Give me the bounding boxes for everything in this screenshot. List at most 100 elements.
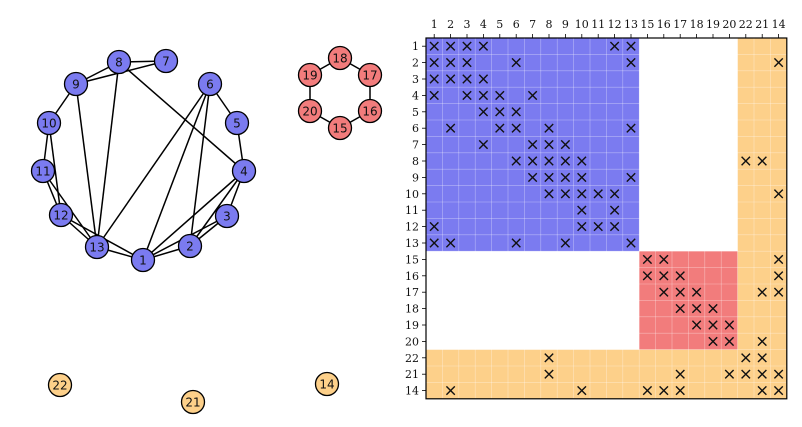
matrix-frame (425, 37, 788, 400)
node-label: 8 (115, 55, 123, 69)
node-circle (297, 62, 323, 88)
matrix-mark (445, 41, 456, 51)
row-label: 14 (405, 385, 419, 398)
column-label: 10 (575, 18, 589, 31)
node-label: 20 (302, 104, 317, 118)
node-circle (30, 158, 56, 184)
node-label: 5 (233, 116, 241, 130)
node-label: 18 (332, 51, 347, 65)
node-circle (106, 49, 132, 75)
matrix-mark (757, 369, 767, 379)
column-label: 8 (546, 18, 553, 31)
node-label: 21 (185, 395, 200, 409)
matrix-mark (445, 238, 456, 248)
node-circle (327, 115, 353, 141)
matrix-mark (462, 90, 472, 101)
node-4: 4 (231, 158, 257, 184)
node-circle (36, 110, 62, 136)
edge-2-6 (189, 83, 211, 247)
matrix-mark (478, 41, 489, 51)
node-8: 8 (106, 49, 132, 75)
row-label: 6 (412, 122, 419, 135)
node-label: 7 (162, 54, 170, 68)
node-circle (314, 371, 340, 397)
column-label: 21 (755, 18, 769, 31)
block-community_3-column-band (737, 38, 787, 399)
matrix-mark (511, 238, 521, 248)
node-circle (357, 62, 383, 88)
node-circle (297, 98, 323, 124)
matrix-mark (560, 139, 571, 150)
matrix-mark (593, 221, 603, 232)
column-label: 1 (431, 18, 438, 31)
matrix-mark (445, 57, 456, 68)
row-label: 3 (412, 73, 419, 86)
node-5: 5 (224, 110, 250, 136)
column-label: 18 (690, 18, 704, 31)
node-21: 21 (180, 389, 206, 415)
matrix-mark (544, 172, 554, 183)
node-circle (231, 158, 257, 184)
node-label: 13 (89, 240, 104, 254)
node-18: 18 (327, 45, 353, 71)
matrix-mark (642, 254, 653, 265)
matrix-mark (478, 107, 489, 117)
matrix-mark (544, 353, 554, 363)
row-label: 22 (405, 352, 419, 365)
matrix-mark (429, 221, 439, 232)
matrix-mark (527, 90, 538, 101)
matrix-mark (773, 385, 784, 396)
matrix-mark (659, 287, 669, 297)
column-label: 22 (739, 18, 753, 31)
edge-1-6 (142, 83, 211, 261)
matrix-mark (773, 254, 784, 265)
column-label: 4 (480, 18, 487, 31)
matrix-mark (445, 123, 456, 133)
matrix-mark (462, 41, 472, 51)
row-label: 12 (405, 221, 419, 234)
row-label: 5 (412, 106, 419, 119)
matrix-mark (708, 303, 718, 314)
matrix-mark (445, 74, 456, 84)
matrix-mark (511, 57, 521, 68)
row-label: 16 (405, 270, 419, 283)
row-label: 1 (412, 40, 419, 53)
matrix-mark (544, 369, 554, 379)
row-label: 21 (405, 368, 419, 381)
matrix-mark (429, 90, 439, 101)
row-label: 19 (405, 319, 419, 332)
matrix-mark (577, 221, 587, 232)
node-label: 3 (223, 209, 231, 223)
matrix-mark (527, 139, 538, 150)
column-label: 5 (496, 18, 503, 31)
matrix-mark (544, 189, 554, 199)
column-label: 12 (608, 18, 622, 31)
adjacency-matrix: 1 2 3 4 5 6 7 8 9 10 11 12 13 15 16 17 18 19 20 22 21 1412345… (405, 18, 788, 400)
matrix-mark (527, 156, 538, 166)
matrix-mark (577, 205, 587, 215)
row-label: 7 (412, 139, 419, 152)
matrix-mark (675, 303, 685, 314)
matrix-mark (560, 238, 571, 248)
matrix-mark (511, 123, 521, 133)
matrix-mark (724, 336, 735, 347)
matrix-mark (675, 287, 685, 297)
matrix-mark (724, 320, 735, 330)
matrix-mark (642, 385, 653, 396)
node-label: 11 (35, 164, 50, 178)
row-label: 18 (405, 303, 419, 316)
column-label: 9 (562, 18, 569, 31)
node-circle (63, 71, 89, 97)
node-label: 16 (362, 104, 377, 118)
node-circle (224, 110, 250, 136)
matrix-mark (773, 369, 784, 379)
node-circle (177, 233, 203, 259)
node-circle (197, 71, 223, 97)
matrix-mark (757, 287, 767, 297)
node-9: 9 (63, 71, 89, 97)
column-label: 2 (447, 18, 454, 31)
matrix-mark (544, 123, 554, 133)
row-label: 11 (405, 204, 419, 217)
matrix-mark (757, 336, 767, 347)
matrix-mark (593, 189, 603, 199)
